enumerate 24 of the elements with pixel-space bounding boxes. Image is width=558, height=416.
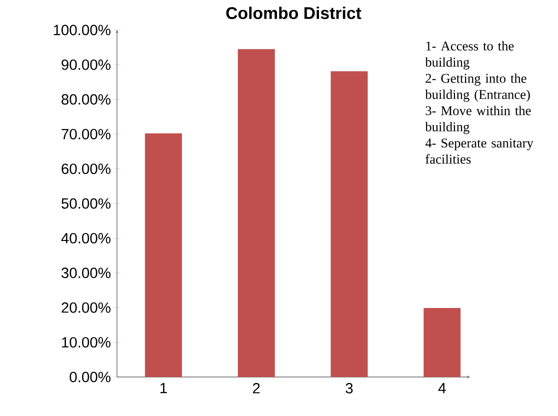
y-tick-label: 70.00% bbox=[62, 128, 110, 140]
bar bbox=[238, 49, 275, 377]
y-tick-label: 60.00% bbox=[62, 164, 110, 174]
annotation: 1- Access to the building bbox=[425, 41, 514, 70]
x-tick-label: 3 bbox=[346, 383, 353, 394]
annotation: 4- Seperate sanitary facilities bbox=[425, 138, 534, 164]
annotation: 3- Move within the building bbox=[425, 106, 531, 134]
y-tick-label: 30.00% bbox=[62, 268, 110, 278]
y-tick-label: 0.00% bbox=[70, 372, 110, 382]
x-tick-label: 2 bbox=[252, 383, 260, 394]
y-tick-label: 80.00% bbox=[62, 94, 110, 105]
bar bbox=[144, 133, 182, 377]
x-tick-label: 1 bbox=[160, 383, 167, 394]
x-tick-label: 4 bbox=[438, 383, 446, 394]
chart-title: Colombo District bbox=[226, 6, 362, 20]
y-tick-label: 50.00% bbox=[62, 198, 110, 209]
y-tick-label: 10.00% bbox=[62, 337, 110, 348]
bar bbox=[424, 308, 461, 377]
y-tick-label: 20.00% bbox=[62, 302, 110, 313]
y-tick-label: 90.00% bbox=[62, 59, 110, 70]
annotation: 2- Getting into the building (Entrance) bbox=[425, 73, 530, 102]
bar bbox=[330, 71, 368, 377]
y-tick-label: 100.00% bbox=[54, 24, 110, 36]
y-tick-label: 40.00% bbox=[61, 232, 110, 244]
